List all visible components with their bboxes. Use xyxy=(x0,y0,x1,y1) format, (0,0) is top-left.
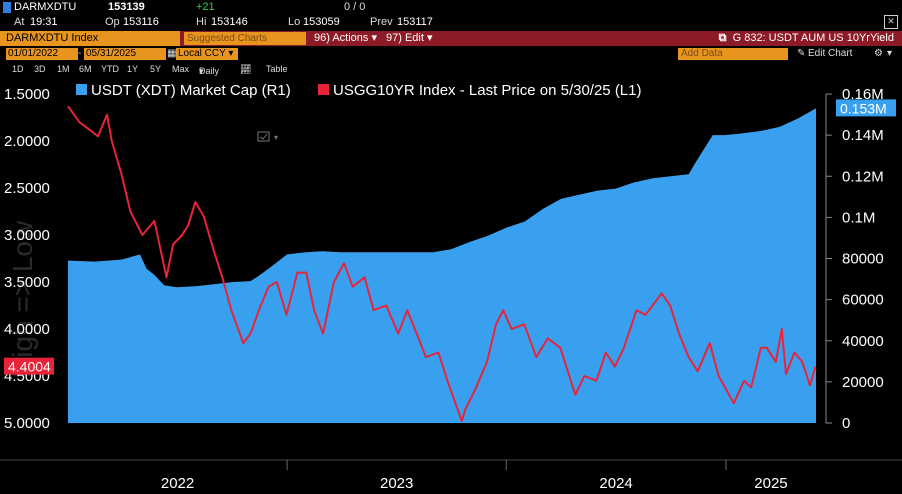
left-last-value: 4.4004 xyxy=(8,359,51,375)
prev-value: 153117 xyxy=(397,16,433,28)
actions-menu[interactable]: 96) Actions ▾ xyxy=(314,32,377,45)
ticker-field[interactable]: DARMXDTU xyxy=(3,1,76,13)
price-change: +21 xyxy=(196,1,215,13)
x-tick-label: 2025 xyxy=(754,475,787,492)
legend-toggle-icon[interactable]: ▾ xyxy=(257,131,278,142)
x-tick-label: 2022 xyxy=(161,475,194,492)
high-value: 153146 xyxy=(211,16,248,28)
right-tick-label: 0.1M xyxy=(842,209,875,226)
period-bar: 1D 3D 1M 6M YTD 1Y 5Y Max Daily ▾ 📈︎ Tab… xyxy=(0,62,902,76)
ticker-color-swatch xyxy=(3,1,11,13)
left-tick-label: 1.5000 xyxy=(4,86,50,103)
right-tick-label: 40000 xyxy=(842,333,884,350)
right-tick-label: 20000 xyxy=(842,374,884,391)
right-axis: 0.16M 0.14M 0.12M 0.1M 80000 60000 40000 20000 0… xyxy=(825,86,896,432)
edit-label: 97) Edit xyxy=(386,32,424,44)
gear-icon[interactable]: ⚙ xyxy=(874,48,883,59)
actions-label: 96) Actions xyxy=(314,32,369,44)
ticker-bar: DARMXDTU 153139 +21 0 / 0 xyxy=(0,0,902,14)
right-tick-label: 0 xyxy=(842,415,850,432)
open-label: Op xyxy=(105,16,120,28)
high-label: Hi xyxy=(196,16,207,28)
period-5y[interactable]: 5Y xyxy=(150,64,162,74)
legend-label-line: USGG10YR Index - Last Price on 5/30/25 (… xyxy=(333,82,642,99)
legend: USDT (XDT) Market Cap (R1) USGG10YR Inde… xyxy=(76,82,642,99)
currency-value: Local CCY xyxy=(178,48,226,59)
chevron-down-icon[interactable]: ▾ xyxy=(887,48,893,59)
at-value: 19:31 xyxy=(30,16,58,28)
legend-label-area: USDT (XDT) Market Cap (R1) xyxy=(91,82,291,99)
add-data-input[interactable]: Add Data xyxy=(678,48,788,60)
left-last-value-badge xyxy=(4,357,54,375)
left-axis: 1.50002.00002.50003.00003.50004.00004.50… xyxy=(4,86,54,432)
left-tick-label: 5.0000 xyxy=(4,415,50,432)
period-1y[interactable]: 1Y xyxy=(127,64,139,74)
right-tick-label: 80000 xyxy=(842,251,884,268)
command-bar: DARMXDTU Index Suggested Charts 96) Acti… xyxy=(0,31,902,46)
volume-readout: 0 / 0 xyxy=(344,1,366,13)
right-tick-label: 0.16M xyxy=(842,86,884,103)
price-chart[interactable]: High => Low 1.5000 2.0000 2.5000 3.0000 3.50… xyxy=(0,78,902,494)
edit-menu[interactable]: 97) Edit ▾ xyxy=(386,32,433,45)
left-tick-label: 2.5000 xyxy=(4,180,50,197)
ticker-symbol: DARMXDTU xyxy=(14,1,77,13)
chevron-down-icon: ▾ xyxy=(228,48,234,59)
legend-swatch-line xyxy=(318,84,329,95)
chevron-down-icon: ▾ xyxy=(199,66,204,76)
svg-text:▾: ▾ xyxy=(274,133,278,142)
x-tick-label: 2024 xyxy=(599,475,632,492)
legend-swatch-area xyxy=(76,84,87,95)
low-value: 153059 xyxy=(303,16,340,28)
right-tick-label: 60000 xyxy=(842,292,884,309)
period-1d[interactable]: 1D xyxy=(12,64,24,74)
date-bar: 01/01/2022 - 05/31/2025 ▦ Local CCY ▾ Ad… xyxy=(0,48,902,61)
treasury-yield-line xyxy=(67,105,817,423)
left-tick-label: 3.5000 xyxy=(4,274,50,291)
chevron-down-icon: ▾ xyxy=(371,32,378,44)
watermark-text: High => Low xyxy=(7,220,38,378)
open-value: 153116 xyxy=(123,16,159,28)
period-1m[interactable]: 1M xyxy=(57,64,70,74)
graph-title: ⧉ G 832: USDT AUM US 10YrYield xyxy=(719,32,894,45)
low-label: Lo xyxy=(288,16,301,28)
currency-select[interactable]: Local CCY ▾ xyxy=(176,48,238,60)
right-last-value: 0.153M xyxy=(840,100,887,116)
at-label: At xyxy=(14,16,25,28)
date-separator: - xyxy=(78,48,82,59)
left-tick-label: 3.0000 xyxy=(4,227,50,244)
right-tick-label: 0.14M xyxy=(842,127,884,144)
quote-bar: At 19:31 Op 153116 Hi 153146 Lo 153059 P… xyxy=(0,14,902,30)
x-tick-label: 2023 xyxy=(380,475,413,492)
period-ytd[interactable]: YTD xyxy=(101,64,119,74)
period-max[interactable]: Max xyxy=(172,64,190,74)
close-icon[interactable]: ✕ xyxy=(884,15,898,29)
left-tick-label: 4.0000 xyxy=(4,321,50,338)
period-3d[interactable]: 3D xyxy=(34,64,46,74)
graph-title-text: G 832: USDT AUM US 10YrYield xyxy=(732,32,894,44)
left-tick-label: 2.0000 xyxy=(4,133,50,150)
chevron-down-icon: ▾ xyxy=(426,32,433,44)
frequency-value: Daily xyxy=(199,66,220,76)
x-axis: 2022 2023 2024 2025 xyxy=(0,459,902,492)
table-button[interactable]: Table xyxy=(266,64,288,74)
end-date-input[interactable]: 05/31/2025 xyxy=(84,48,166,60)
edit-chart-button[interactable]: Edit Chart xyxy=(808,48,853,59)
market-cap-area xyxy=(68,108,816,424)
right-last-value-badge xyxy=(836,99,896,117)
calendar-icon[interactable]: ▦ xyxy=(167,48,177,59)
line-chart-icon[interactable]: 📈︎ xyxy=(240,64,252,74)
right-tick-label: 0.12M xyxy=(842,168,884,185)
pencil-icon[interactable]: ✎ xyxy=(797,48,806,59)
period-6m[interactable]: 6M xyxy=(79,64,92,74)
prev-label: Prev xyxy=(370,16,393,28)
last-price: 153139 xyxy=(108,1,145,13)
external-link-icon[interactable]: ⧉ xyxy=(718,32,727,44)
index-field[interactable]: DARMXDTU Index xyxy=(0,31,180,46)
suggested-charts-field[interactable]: Suggested Charts xyxy=(184,32,306,45)
start-date-input[interactable]: 01/01/2022 xyxy=(6,48,78,60)
